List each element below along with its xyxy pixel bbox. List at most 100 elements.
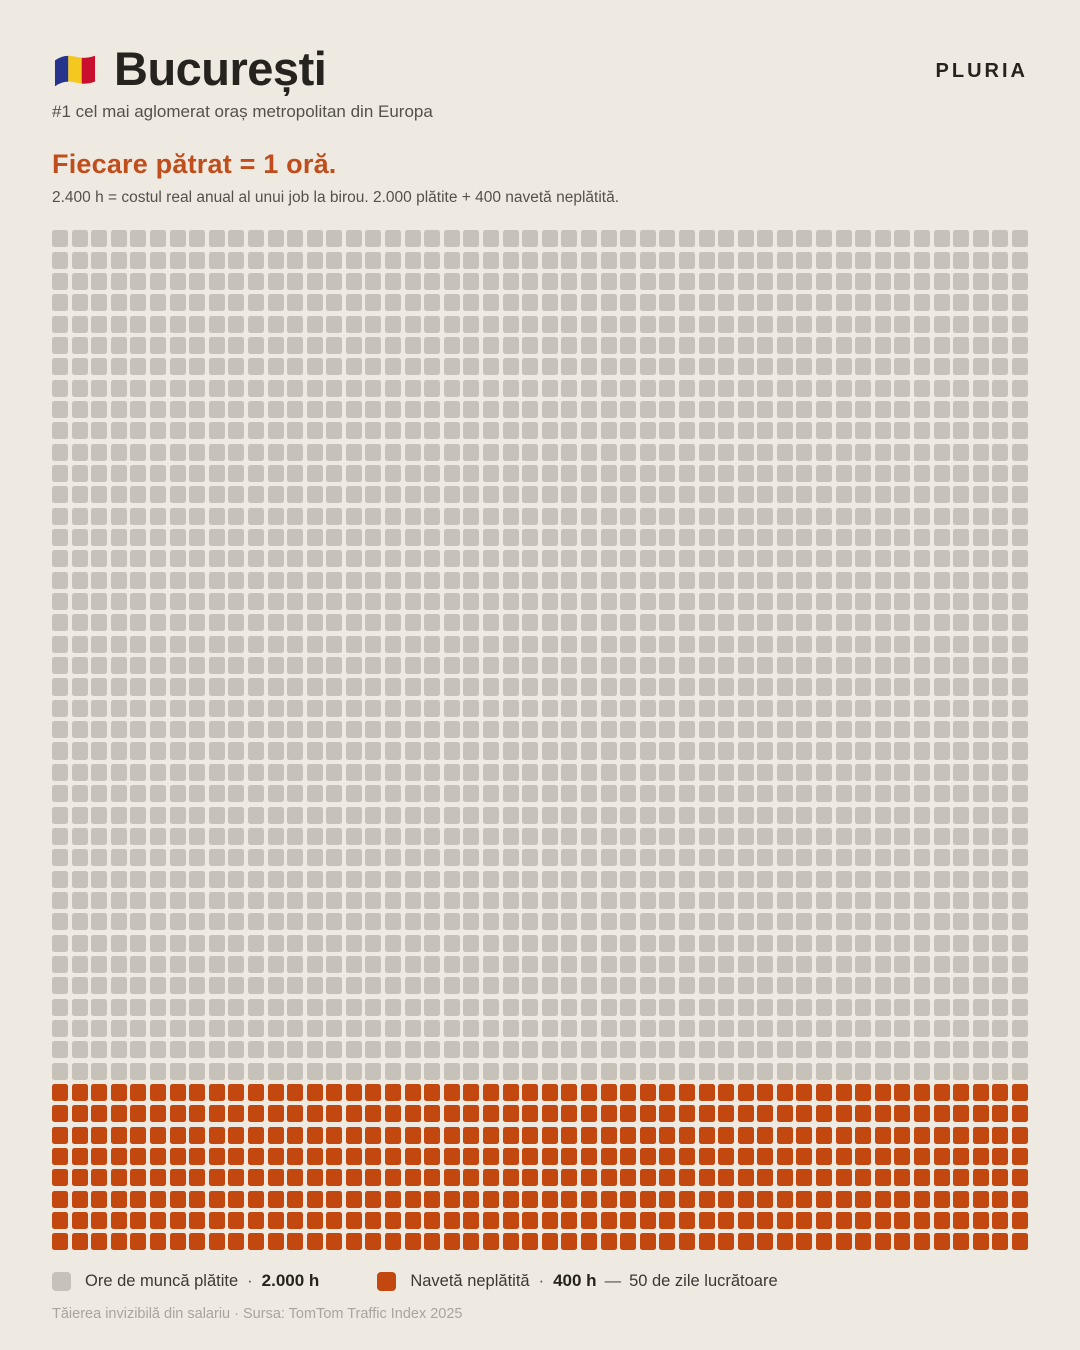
waffle-cell-commute <box>247 1105 264 1123</box>
waffle-cell-paid <box>757 486 774 504</box>
waffle-cell-paid <box>914 379 931 397</box>
waffle-cell-paid <box>580 1019 597 1037</box>
waffle-cell-paid <box>345 934 362 952</box>
waffle-cell-paid <box>894 230 911 248</box>
waffle-cell-paid <box>91 486 108 504</box>
waffle-cell-paid <box>776 251 793 269</box>
waffle-cell-commute <box>953 1083 970 1101</box>
waffle-cell-paid <box>1012 443 1028 461</box>
waffle-cell-paid <box>639 273 656 291</box>
waffle-cell-paid <box>1012 486 1028 504</box>
waffle-cell-paid <box>228 422 245 440</box>
waffle-cell-paid <box>365 913 382 931</box>
waffle-cell-paid <box>149 763 166 781</box>
waffle-cell-paid <box>522 849 539 867</box>
waffle-cell-paid <box>737 614 754 632</box>
waffle-cell-paid <box>953 1062 970 1080</box>
waffle-cell-paid <box>502 422 519 440</box>
waffle-cell-paid <box>71 529 88 547</box>
waffle-cell-paid <box>424 806 441 824</box>
waffle-cell-paid <box>776 998 793 1016</box>
waffle-cell-paid <box>855 593 872 611</box>
waffle-cell-commute <box>306 1105 323 1123</box>
waffle-cell-paid <box>737 870 754 888</box>
waffle-cell-paid <box>580 1062 597 1080</box>
waffle-cell-commute <box>757 1147 774 1165</box>
waffle-cell-paid <box>737 891 754 909</box>
waffle-cell-paid <box>639 827 656 845</box>
waffle-cell-paid <box>110 977 127 995</box>
waffle-cell-paid <box>855 785 872 803</box>
waffle-cell-paid <box>463 1019 480 1037</box>
waffle-cell-paid <box>443 337 460 355</box>
waffle-cell-paid <box>463 934 480 952</box>
waffle-cell-commute <box>639 1147 656 1165</box>
waffle-cell-paid <box>757 614 774 632</box>
waffle-cell-paid <box>561 614 578 632</box>
waffle-cell-paid <box>992 657 1009 675</box>
waffle-cell-paid <box>443 1062 460 1080</box>
waffle-cell-paid <box>502 358 519 376</box>
waffle-cell-paid <box>698 699 715 717</box>
waffle-cell-paid <box>52 891 68 909</box>
waffle-cell-paid <box>718 422 735 440</box>
waffle-cell-paid <box>561 1019 578 1037</box>
waffle-cell-paid <box>502 657 519 675</box>
waffle-cell-paid <box>404 977 421 995</box>
waffle-cell-paid <box>659 315 676 333</box>
waffle-cell-paid <box>914 273 931 291</box>
waffle-cell-paid <box>796 571 813 589</box>
waffle-cell-paid <box>326 571 343 589</box>
waffle-cell-commute <box>345 1233 362 1251</box>
waffle-cell-paid <box>483 550 500 568</box>
waffle-cell-paid <box>953 529 970 547</box>
waffle-cell-paid <box>796 443 813 461</box>
waffle-cell-paid <box>228 785 245 803</box>
waffle-cell-paid <box>678 337 695 355</box>
waffle-cell-paid <box>306 251 323 269</box>
waffle-cell-paid <box>287 657 304 675</box>
waffle-cell-paid <box>678 230 695 248</box>
waffle-grid <box>52 230 1028 1251</box>
waffle-cell-paid <box>992 294 1009 312</box>
waffle-cell-paid <box>757 251 774 269</box>
waffle-cell-paid <box>424 273 441 291</box>
waffle-cell-paid <box>52 699 68 717</box>
waffle-cell-paid <box>502 294 519 312</box>
waffle-cell-paid <box>385 977 402 995</box>
waffle-cell-paid <box>326 742 343 760</box>
waffle-cell-paid <box>855 977 872 995</box>
waffle-cell-paid <box>580 507 597 525</box>
waffle-cell-commute <box>757 1233 774 1251</box>
waffle-cell-paid <box>561 379 578 397</box>
waffle-cell-paid <box>600 934 617 952</box>
waffle-cell-paid <box>208 465 225 483</box>
waffle-cell-paid <box>737 785 754 803</box>
romania-flag-icon <box>54 55 96 87</box>
waffle-cell-paid <box>698 465 715 483</box>
waffle-cell-paid <box>992 1041 1009 1059</box>
waffle-cell-paid <box>365 486 382 504</box>
waffle-cell-paid <box>620 891 637 909</box>
waffle-cell-paid <box>972 614 989 632</box>
waffle-cell-paid <box>933 550 950 568</box>
waffle-cell-commute <box>91 1233 108 1251</box>
waffle-cell-commute <box>580 1083 597 1101</box>
waffle-cell-paid <box>737 507 754 525</box>
waffle-cell-paid <box>345 550 362 568</box>
waffle-cell-commute <box>483 1083 500 1101</box>
waffle-cell-paid <box>737 337 754 355</box>
waffle-cell-commute <box>110 1083 127 1101</box>
waffle-cell-paid <box>91 849 108 867</box>
waffle-cell-paid <box>659 379 676 397</box>
waffle-cell-paid <box>972 763 989 781</box>
waffle-cell-paid <box>933 1019 950 1037</box>
waffle-cell-commute <box>169 1126 186 1144</box>
waffle-cell-paid <box>228 742 245 760</box>
waffle-cell-paid <box>953 550 970 568</box>
waffle-cell-paid <box>287 977 304 995</box>
waffle-cell-paid <box>287 529 304 547</box>
waffle-cell-paid <box>424 315 441 333</box>
waffle-cell-commute <box>737 1211 754 1229</box>
waffle-cell-paid <box>953 934 970 952</box>
